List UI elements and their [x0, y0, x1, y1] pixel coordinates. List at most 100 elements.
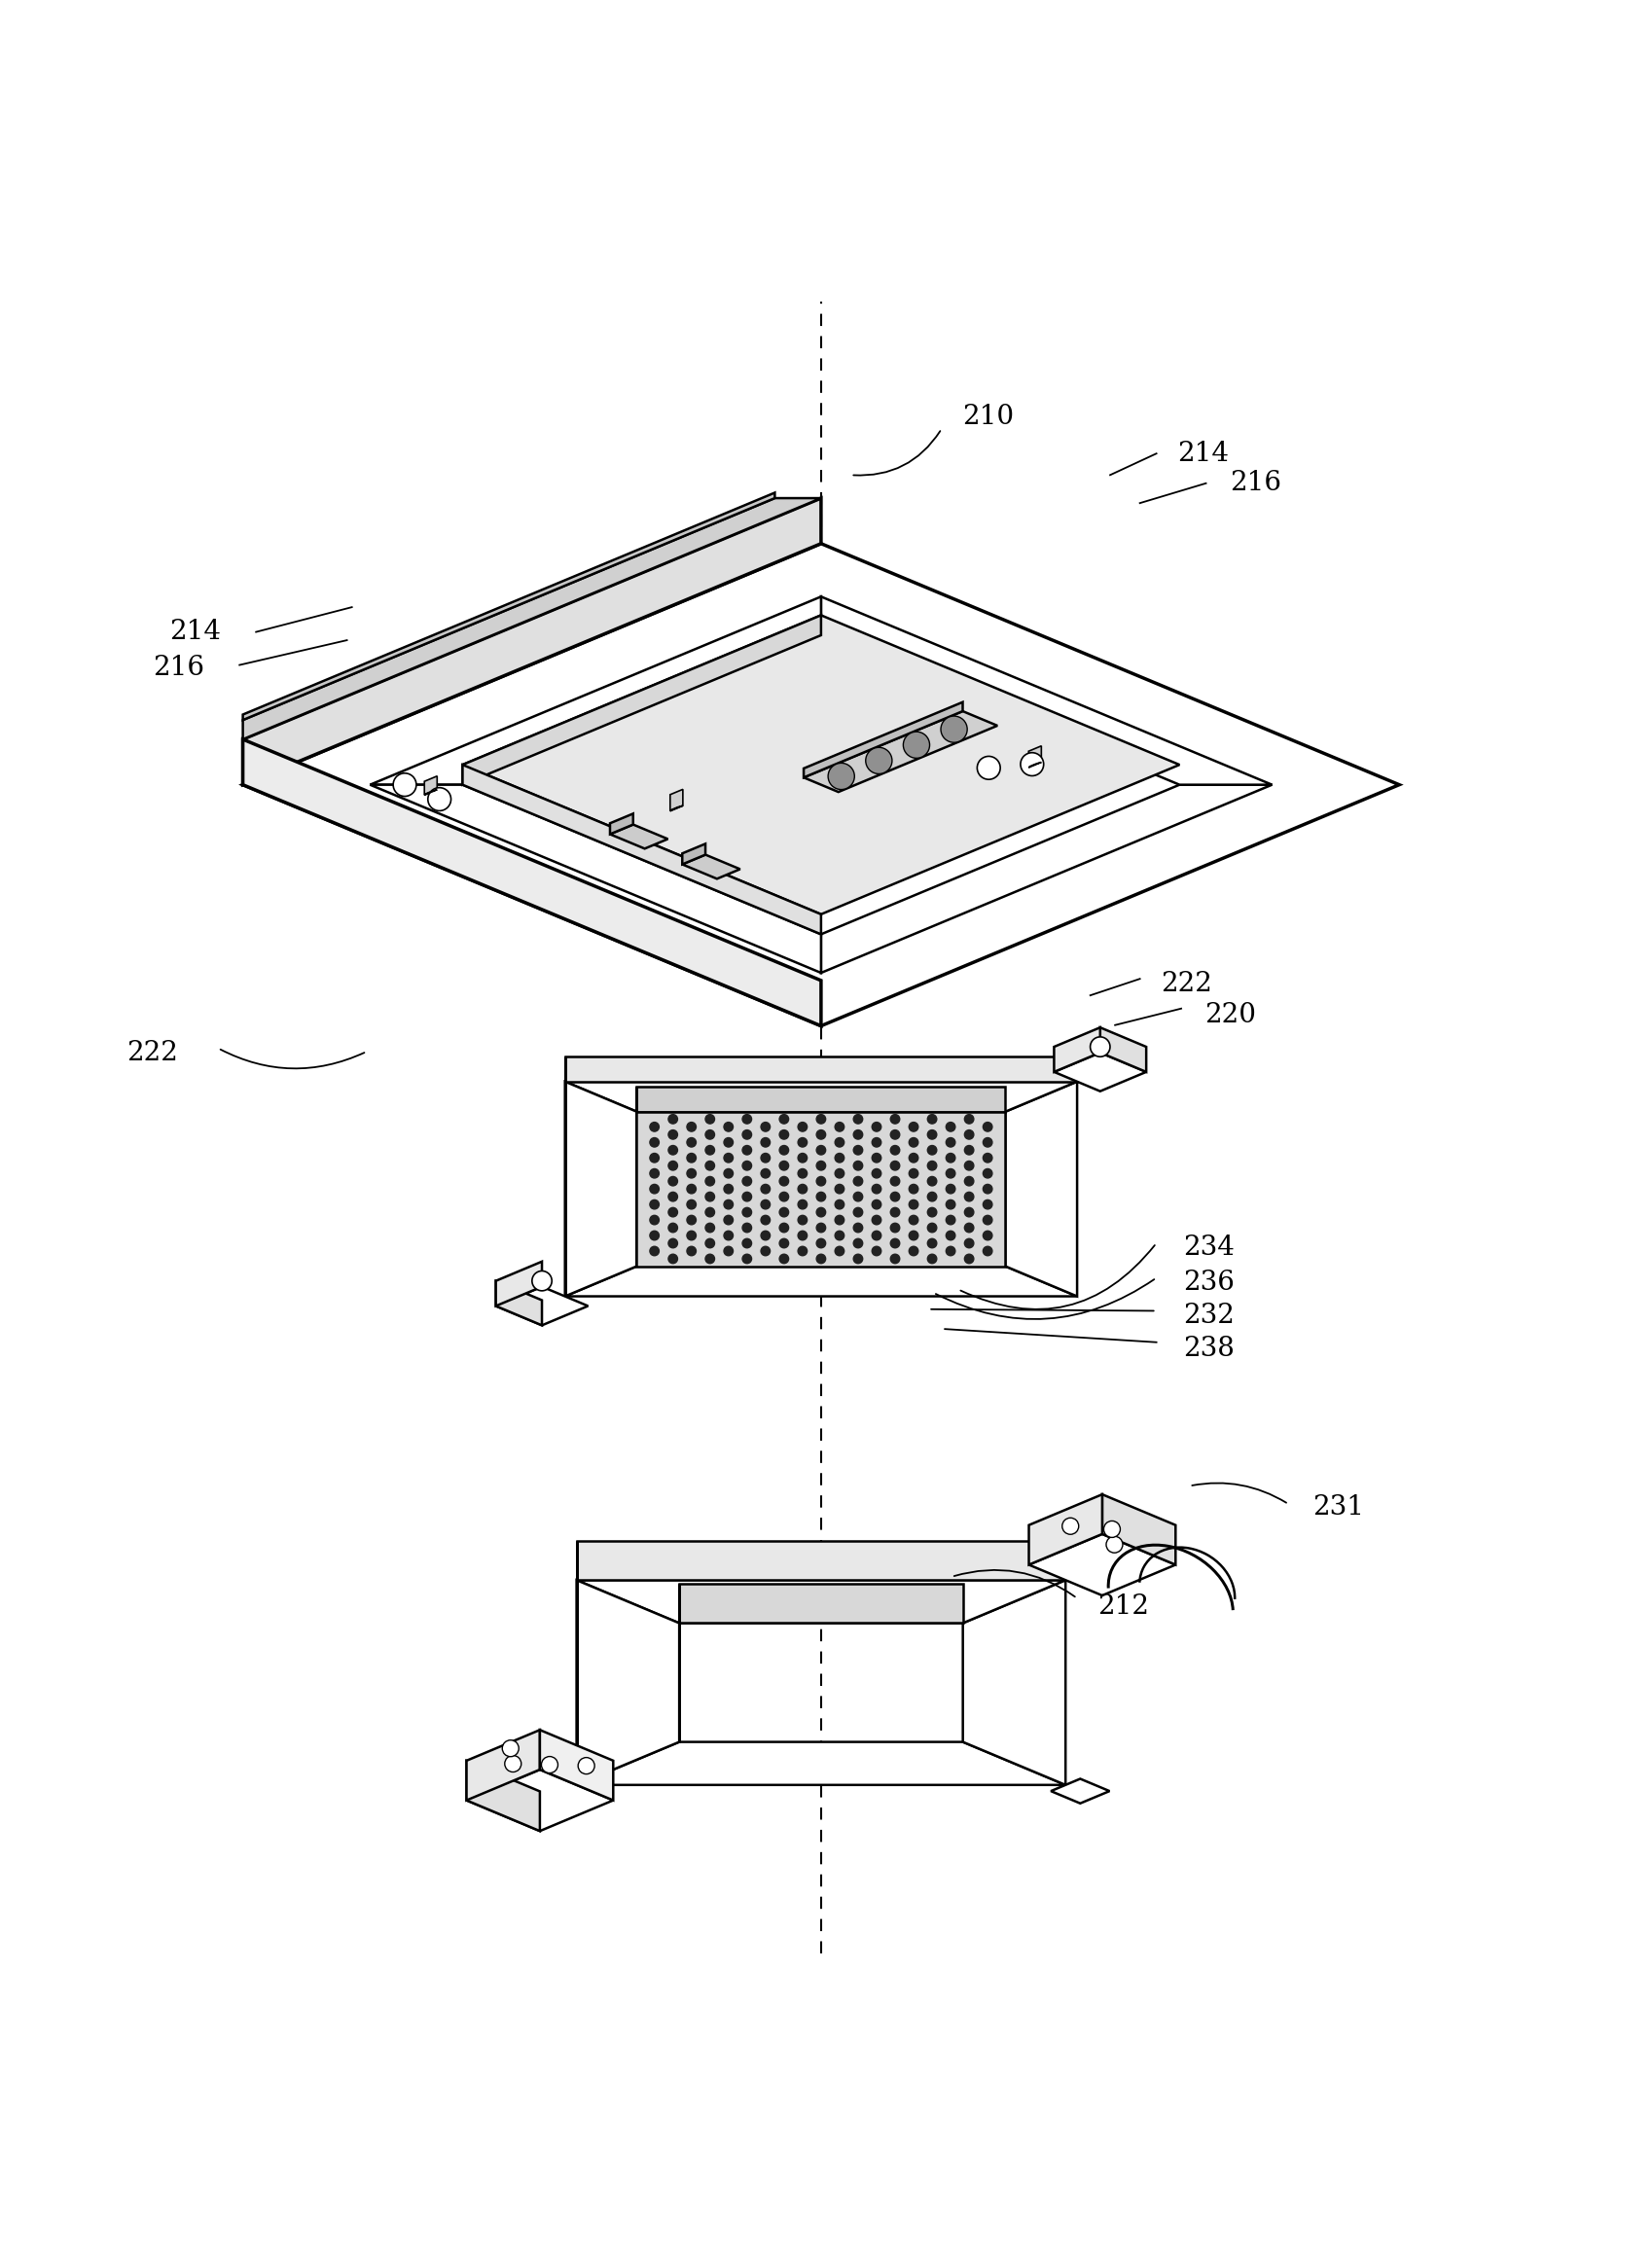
Circle shape	[872, 1231, 881, 1240]
Circle shape	[834, 1123, 844, 1132]
Circle shape	[742, 1161, 752, 1170]
Circle shape	[854, 1254, 862, 1263]
Polygon shape	[565, 1082, 1077, 1112]
Polygon shape	[821, 598, 1272, 785]
Circle shape	[780, 1114, 788, 1123]
Circle shape	[927, 1254, 937, 1263]
Circle shape	[742, 1130, 752, 1139]
Circle shape	[687, 1247, 695, 1256]
Polygon shape	[463, 616, 821, 785]
Circle shape	[834, 1231, 844, 1240]
Circle shape	[983, 1215, 993, 1224]
Circle shape	[866, 746, 892, 773]
Polygon shape	[425, 789, 438, 796]
Circle shape	[780, 1238, 788, 1247]
Circle shape	[762, 1247, 770, 1256]
Polygon shape	[682, 843, 705, 864]
Circle shape	[1021, 753, 1044, 776]
Circle shape	[947, 1123, 955, 1132]
Circle shape	[649, 1139, 659, 1148]
Circle shape	[742, 1222, 752, 1233]
Circle shape	[834, 1139, 844, 1148]
Circle shape	[798, 1200, 808, 1209]
Circle shape	[428, 787, 451, 812]
Circle shape	[705, 1161, 715, 1170]
Circle shape	[687, 1168, 695, 1177]
Circle shape	[816, 1222, 826, 1233]
Text: 222: 222	[1160, 970, 1213, 997]
Circle shape	[798, 1184, 808, 1193]
Circle shape	[854, 1209, 862, 1218]
Circle shape	[724, 1152, 733, 1164]
Polygon shape	[1054, 1053, 1146, 1091]
Circle shape	[780, 1222, 788, 1233]
Circle shape	[890, 1222, 900, 1233]
Circle shape	[816, 1193, 826, 1202]
Circle shape	[872, 1184, 881, 1193]
Circle shape	[872, 1200, 881, 1209]
Circle shape	[705, 1238, 715, 1247]
Circle shape	[798, 1139, 808, 1148]
Circle shape	[724, 1123, 733, 1132]
Circle shape	[909, 1215, 919, 1224]
Polygon shape	[496, 1288, 588, 1326]
Polygon shape	[610, 825, 667, 848]
Circle shape	[872, 1168, 881, 1177]
Circle shape	[669, 1130, 677, 1139]
Circle shape	[983, 1152, 993, 1164]
Circle shape	[816, 1254, 826, 1263]
Circle shape	[909, 1231, 919, 1240]
Circle shape	[705, 1130, 715, 1139]
Circle shape	[947, 1247, 955, 1256]
Circle shape	[649, 1123, 659, 1132]
Polygon shape	[821, 785, 1272, 972]
Circle shape	[965, 1146, 973, 1155]
Circle shape	[687, 1184, 695, 1193]
Circle shape	[798, 1152, 808, 1164]
Circle shape	[942, 717, 966, 742]
Circle shape	[947, 1200, 955, 1209]
Circle shape	[780, 1146, 788, 1155]
Circle shape	[742, 1193, 752, 1202]
Circle shape	[983, 1200, 993, 1209]
Circle shape	[965, 1254, 973, 1263]
Circle shape	[890, 1177, 900, 1186]
Polygon shape	[1054, 1028, 1100, 1071]
Circle shape	[890, 1193, 900, 1202]
Text: 214: 214	[1176, 440, 1229, 467]
Circle shape	[927, 1193, 937, 1202]
Polygon shape	[463, 616, 1180, 913]
Circle shape	[816, 1161, 826, 1170]
Circle shape	[798, 1168, 808, 1177]
Circle shape	[649, 1184, 659, 1193]
Circle shape	[983, 1168, 993, 1177]
Circle shape	[854, 1177, 862, 1186]
Circle shape	[816, 1146, 826, 1155]
Circle shape	[724, 1215, 733, 1224]
Polygon shape	[963, 1581, 1066, 1786]
Circle shape	[834, 1184, 844, 1193]
Polygon shape	[370, 598, 821, 785]
Circle shape	[762, 1184, 770, 1193]
Circle shape	[834, 1215, 844, 1224]
Circle shape	[927, 1222, 937, 1233]
Circle shape	[854, 1238, 862, 1247]
Circle shape	[983, 1184, 993, 1193]
Circle shape	[890, 1161, 900, 1170]
Circle shape	[816, 1177, 826, 1186]
Circle shape	[669, 1177, 677, 1186]
Circle shape	[872, 1139, 881, 1148]
Circle shape	[649, 1152, 659, 1164]
Circle shape	[762, 1123, 770, 1132]
Polygon shape	[803, 701, 963, 778]
Circle shape	[816, 1114, 826, 1123]
Circle shape	[983, 1247, 993, 1256]
Polygon shape	[1051, 1779, 1110, 1804]
Circle shape	[965, 1209, 973, 1218]
Circle shape	[393, 773, 416, 796]
Polygon shape	[1006, 1082, 1077, 1297]
Circle shape	[854, 1161, 862, 1170]
Circle shape	[909, 1247, 919, 1256]
Circle shape	[705, 1209, 715, 1218]
Circle shape	[872, 1152, 881, 1164]
